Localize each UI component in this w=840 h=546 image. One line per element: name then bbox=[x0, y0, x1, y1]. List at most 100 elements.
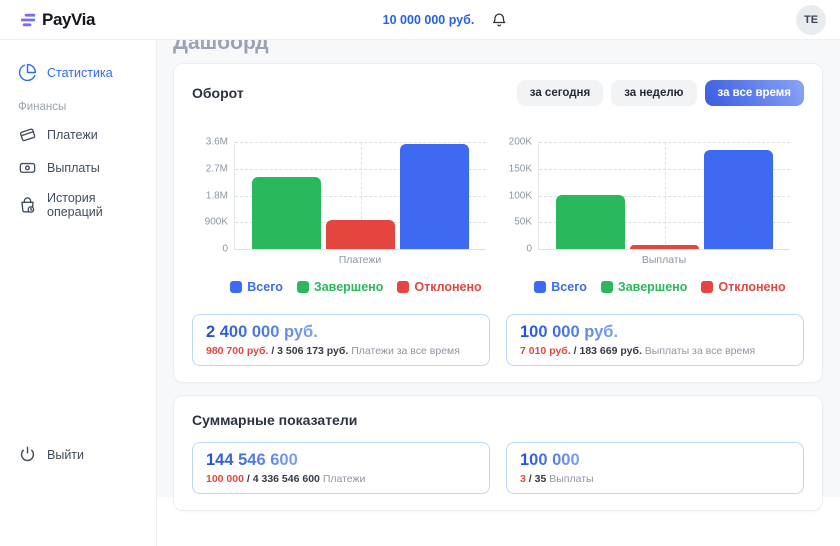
x-axis-label: Платежи bbox=[338, 254, 382, 266]
legend-item-Отклонено[interactable]: Отклонено bbox=[701, 280, 786, 294]
sidebar-item-logout[interactable]: Выйти bbox=[0, 438, 156, 471]
logo-bars-icon bbox=[18, 12, 39, 28]
legend-item-Всего[interactable]: Всего bbox=[534, 280, 587, 294]
stat-total-value: 35 bbox=[534, 473, 547, 485]
stat-completed-value: 3 bbox=[520, 473, 526, 485]
summary-card-title: Суммарные показатели bbox=[192, 412, 358, 428]
legend-label: Завершено bbox=[617, 280, 688, 294]
y-axis-tick: 0 bbox=[222, 243, 228, 255]
summary-card: Суммарные показатели 144 546 600 100 000… bbox=[173, 395, 823, 511]
chart-legend: Всего Завершено Отклонено bbox=[226, 280, 486, 294]
pie-chart-icon bbox=[18, 63, 37, 82]
account-balance[interactable]: 10 000 000 руб. bbox=[382, 13, 475, 27]
y-axis-tick: 150K bbox=[508, 163, 532, 175]
stat-big-value: 100 000 bbox=[520, 451, 580, 469]
sidebar-item-label: Статистика bbox=[47, 65, 113, 80]
stat-big-value: 100 000 руб. bbox=[520, 323, 619, 341]
stat-separator: / bbox=[528, 473, 532, 485]
payments-count-stat: 144 546 600 100 000 / 4 336 546 600 Плат… bbox=[192, 442, 490, 494]
stat-completed-value: 100 000 bbox=[206, 473, 244, 485]
main-content: Дашборд Оборот за сегодня за неделю за в… bbox=[157, 40, 840, 546]
legend-item-Завершено[interactable]: Завершено bbox=[600, 280, 688, 294]
y-axis-tick: 900K bbox=[204, 216, 228, 228]
legend-swatch bbox=[701, 281, 714, 293]
y-axis-tick: 0 bbox=[526, 243, 532, 255]
payouts-bar-chart: 0 50K 100K 150K 200K Выплаты Всего Завершено О… bbox=[500, 137, 800, 294]
stat-caption: Выплаты bbox=[549, 473, 594, 485]
stat-caption: Выплаты за все время bbox=[644, 345, 756, 357]
y-axis-tick: 1.8M bbox=[205, 190, 228, 201]
sidebar-item-history[interactable]: История операций bbox=[0, 184, 156, 226]
stat-caption: Платежи bbox=[322, 473, 366, 485]
turnover-card: Оборот за сегодня за неделю за все время… bbox=[173, 63, 823, 383]
stat-total-value: 4 336 546 600 bbox=[252, 473, 320, 485]
stat-total-value: 3 506 173 руб. bbox=[277, 345, 349, 357]
y-axis-tick: 2.7M bbox=[205, 163, 228, 175]
payouts-count-stat: 100 000 3 / 35 Выплаты bbox=[506, 442, 804, 494]
plot-area: 0 50K 100K 150K 200K bbox=[509, 137, 790, 255]
sidebar-item-payouts[interactable]: Выплаты bbox=[0, 151, 156, 184]
category-gridline bbox=[360, 142, 362, 249]
stat-separator: / bbox=[573, 345, 577, 357]
payments-bar-chart: 0 900K 1.8M 2.7M 3.6M Платежи Всего Завершено… bbox=[196, 137, 496, 294]
sidebar-item-label: Платежи bbox=[47, 127, 98, 142]
payments-total-stat: 2 400 000 руб. 980 700 руб. / 3 506 173 … bbox=[192, 314, 490, 366]
period-filters: за сегодня за неделю за все время bbox=[516, 80, 804, 106]
user-avatar[interactable]: TE bbox=[796, 5, 826, 35]
credit-card-icon bbox=[18, 125, 37, 144]
sidebar-item-label: Выйти bbox=[47, 447, 85, 462]
legend-swatch bbox=[296, 281, 309, 293]
legend-item-Завершено[interactable]: Завершено bbox=[296, 280, 384, 294]
topbar: PayVia 10 000 000 руб. TE bbox=[0, 0, 840, 40]
logo-text: PayVia bbox=[42, 10, 96, 29]
sidebar-item-label: Выплаты bbox=[47, 160, 100, 175]
legend-label: Отклонено bbox=[414, 280, 482, 294]
page-title: Дашборд bbox=[173, 40, 269, 54]
filter-alltime-button[interactable]: за все время bbox=[704, 80, 804, 106]
sidebar-item-statistics[interactable]: Статистика bbox=[0, 56, 156, 89]
legend-item-Отклонено[interactable]: Отклонено bbox=[397, 280, 482, 294]
legend-item-Всего[interactable]: Всего bbox=[230, 280, 283, 294]
power-icon bbox=[18, 445, 37, 464]
bars-group bbox=[235, 142, 486, 249]
sidebar-item-payments[interactable]: Платежи bbox=[0, 118, 156, 151]
bar-Отклонено bbox=[630, 245, 699, 249]
legend-label: Всего bbox=[551, 280, 587, 294]
bar-Завершено bbox=[252, 177, 321, 249]
filter-week-button[interactable]: за неделю bbox=[611, 80, 697, 106]
y-axis-tick: 50K bbox=[514, 216, 532, 228]
payouts-total-stat: 100 000 руб. 7 010 руб. / 183 669 руб. В… bbox=[506, 314, 804, 366]
legend-swatch bbox=[534, 281, 547, 293]
cash-icon bbox=[18, 158, 37, 177]
bars-group bbox=[539, 142, 790, 249]
legend-label: Отклонено bbox=[718, 280, 786, 294]
stat-separator: / bbox=[246, 473, 250, 485]
stat-total-value: 183 669 руб. bbox=[579, 345, 642, 357]
stat-completed-value: 980 700 руб. bbox=[206, 345, 269, 357]
stat-separator: / bbox=[271, 345, 275, 357]
legend-swatch bbox=[397, 281, 410, 293]
legend-label: Завершено bbox=[313, 280, 384, 294]
filter-today-button[interactable]: за сегодня bbox=[516, 80, 604, 106]
bar-Отклонено bbox=[326, 220, 395, 249]
history-bag-clock-icon bbox=[18, 196, 37, 215]
chart-legend: Всего Завершено Отклонено bbox=[530, 280, 790, 294]
sidebar: Статистика Финансы Платежи Выплаты Истор… bbox=[0, 40, 157, 546]
notifications-bell-icon[interactable] bbox=[490, 12, 507, 29]
logo[interactable]: PayVia bbox=[18, 0, 95, 40]
bar-Завершено bbox=[556, 195, 625, 249]
bar-Всего bbox=[704, 150, 773, 249]
turnover-card-title: Оборот bbox=[192, 85, 244, 101]
legend-label: Всего bbox=[247, 280, 283, 294]
stat-big-value: 2 400 000 руб. bbox=[206, 323, 318, 341]
stat-completed-value: 7 010 руб. bbox=[520, 345, 571, 357]
stat-big-value: 144 546 600 bbox=[206, 451, 298, 469]
y-axis-tick: 200K bbox=[508, 136, 532, 148]
sidebar-section-finance: Финансы bbox=[18, 101, 67, 113]
plot-area: 0 900K 1.8M 2.7M 3.6M bbox=[205, 137, 486, 255]
balance-group: 10 000 000 руб. bbox=[383, 0, 508, 40]
charts-row: 0 900K 1.8M 2.7M 3.6M Платежи Всего Завершено… bbox=[192, 137, 804, 294]
x-axis-label: Выплаты bbox=[641, 254, 687, 266]
y-axis-tick: 3.6M bbox=[205, 136, 228, 148]
legend-swatch bbox=[600, 281, 613, 293]
